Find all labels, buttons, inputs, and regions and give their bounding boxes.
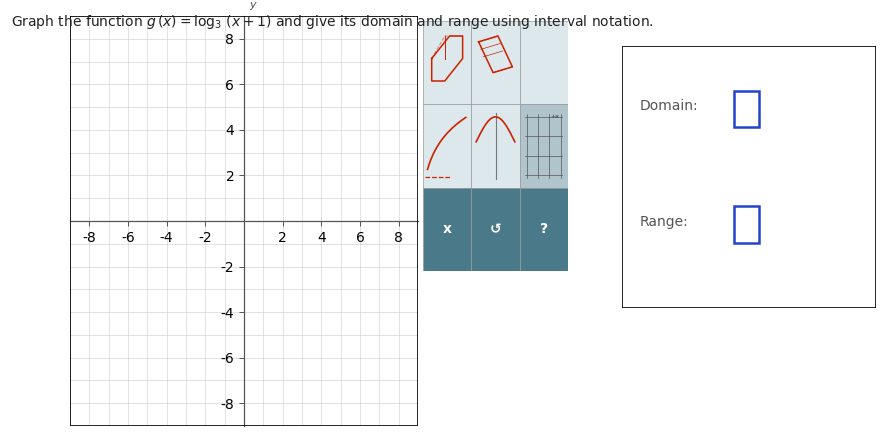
Text: ?: ? (540, 222, 548, 236)
Bar (471, 104, 520, 187)
Text: +x: +x (550, 114, 559, 119)
Text: Domain:: Domain: (640, 99, 699, 113)
Bar (423, 187, 471, 271)
Text: x: x (443, 222, 452, 236)
Bar (471, 187, 520, 271)
Bar (520, 187, 568, 271)
Bar (471, 21, 520, 104)
Bar (423, 21, 471, 104)
Text: y: y (249, 0, 255, 10)
Bar (70, 16, 418, 426)
Bar (520, 104, 568, 187)
Bar (520, 21, 568, 104)
Text: ↺: ↺ (490, 222, 501, 236)
Text: Range:: Range: (640, 215, 688, 228)
Text: Graph the function $g\,(x) = \log_3\,(x+1)$ and give its domain and range using : Graph the function $g\,(x) = \log_3\,(x+… (11, 13, 653, 31)
FancyBboxPatch shape (733, 206, 759, 242)
FancyBboxPatch shape (733, 91, 759, 127)
Bar (423, 104, 471, 187)
Text: x: x (424, 205, 431, 215)
